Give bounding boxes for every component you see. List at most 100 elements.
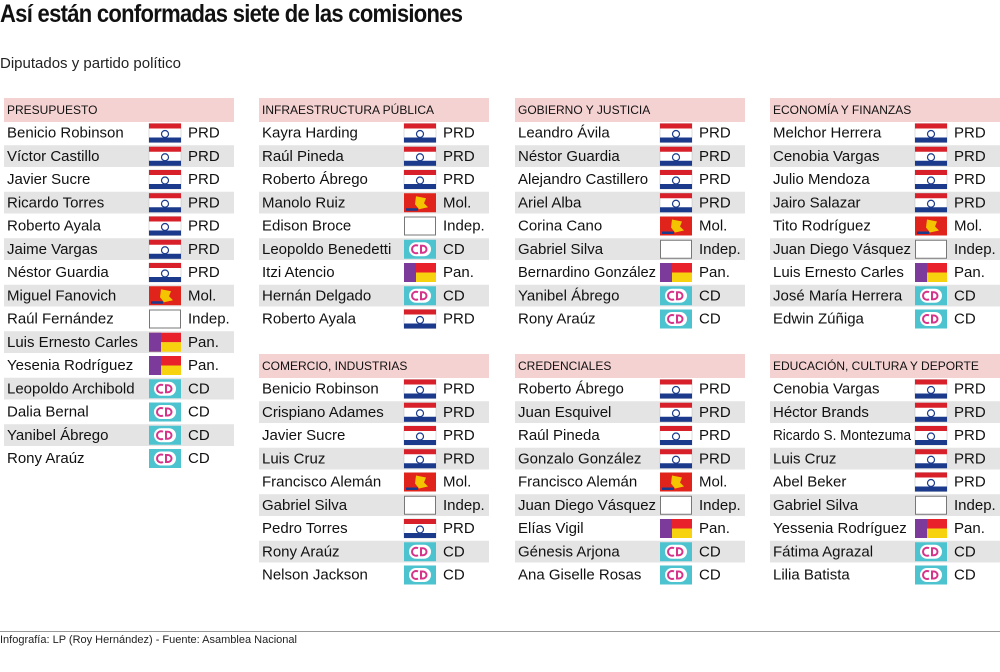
party-flag xyxy=(404,193,436,213)
party: PRD xyxy=(443,450,475,467)
party-flag xyxy=(659,402,693,422)
flag-part xyxy=(149,184,181,189)
committee-header-bg xyxy=(259,354,489,378)
party-flag xyxy=(403,146,437,166)
member-name: Francisco Alemán xyxy=(262,474,381,491)
member-name: Yanibel Ábrego xyxy=(518,287,619,304)
member-name: Ricardo S. Montezuma xyxy=(773,427,912,444)
party: PRD xyxy=(954,474,986,491)
party-flag xyxy=(149,402,181,422)
flag-part xyxy=(922,314,939,324)
party: PRD xyxy=(188,218,220,235)
member-name: Ricardo Torres xyxy=(7,194,104,211)
party-flag xyxy=(404,216,436,236)
party-flag xyxy=(915,239,947,259)
member-name: Kayra Harding xyxy=(262,125,358,142)
flag-part xyxy=(406,208,418,211)
flag-part xyxy=(149,160,181,166)
party: PRD xyxy=(954,171,986,188)
party-flag xyxy=(914,123,948,143)
member-name: Cenobia Vargas xyxy=(773,381,879,398)
party-flag xyxy=(148,239,182,259)
flag-part xyxy=(660,170,692,175)
flag-part xyxy=(160,153,170,162)
party-flag xyxy=(915,286,947,306)
flag-part xyxy=(415,455,425,464)
member-name: Héctor Brands xyxy=(773,404,869,421)
flag-part xyxy=(662,231,674,234)
party-flag xyxy=(914,402,948,422)
party-flag xyxy=(660,286,692,306)
member-name: Néstor Guardia xyxy=(518,148,620,165)
flag-part xyxy=(915,402,947,408)
flag-part xyxy=(926,199,936,208)
flag-part xyxy=(922,546,939,557)
party-flag xyxy=(403,518,437,539)
tables: PRESUPUESTO Benicio Robinson PRD Víctor Cas… xyxy=(4,98,1000,586)
party: CD xyxy=(699,287,721,304)
party-flag xyxy=(404,542,436,562)
party: Indep. xyxy=(954,241,996,258)
party: Indep. xyxy=(699,241,741,258)
flag-part xyxy=(404,426,436,431)
flag-part xyxy=(671,455,681,464)
flag-part xyxy=(149,356,181,366)
flag-part xyxy=(915,137,947,143)
member-name: José María Herrera xyxy=(773,287,903,304)
party: Indep. xyxy=(443,497,485,514)
flag-part xyxy=(149,239,181,245)
flag-part xyxy=(671,199,681,208)
party: CD xyxy=(954,543,976,560)
member-name: Raúl Fernández xyxy=(7,311,114,328)
flag-part xyxy=(404,379,436,385)
flag-part xyxy=(660,184,692,189)
party: PRD xyxy=(188,125,220,142)
party: CD xyxy=(443,241,465,258)
flag-part xyxy=(415,475,428,489)
flag-part xyxy=(660,193,692,199)
flag-part xyxy=(404,272,436,282)
member-name: Yessenia Rodríguez xyxy=(773,520,907,537)
flag-part xyxy=(149,263,181,268)
flag-part xyxy=(149,146,181,152)
member-name: Roberto Ábrego xyxy=(518,381,624,398)
member-name: Melchor Herrera xyxy=(773,125,882,142)
party-flag xyxy=(149,425,181,445)
party: PRD xyxy=(954,194,986,211)
party-flag xyxy=(660,565,692,585)
party-flag xyxy=(914,379,948,399)
committee-name: PRESUPUESTO xyxy=(7,103,97,117)
flag-part xyxy=(149,342,181,352)
party: CD xyxy=(954,567,976,584)
party-flag xyxy=(914,193,948,213)
party: PRD xyxy=(699,404,731,421)
committee-header-bg xyxy=(515,98,745,122)
footer-rule xyxy=(0,631,1000,632)
flag-part xyxy=(660,207,692,213)
party-flag xyxy=(659,169,693,190)
committee-header-bg xyxy=(770,354,1000,378)
flag-part xyxy=(404,449,436,455)
flag-part xyxy=(915,160,947,166)
party-flag xyxy=(403,169,437,190)
party-flag xyxy=(915,565,947,585)
party-flag xyxy=(659,449,693,469)
flag-part xyxy=(415,176,425,185)
party-flag xyxy=(149,309,181,329)
member-name: Ariel Alba xyxy=(518,194,582,211)
flag-part xyxy=(915,486,947,492)
flag-part xyxy=(149,230,181,236)
flag-part xyxy=(149,332,161,352)
party-flag xyxy=(148,262,182,283)
flag-part xyxy=(915,272,947,282)
member-name: Roberto Ábrego xyxy=(262,171,368,188)
member-name: Javier Sucre xyxy=(262,427,345,444)
party: Pan. xyxy=(443,264,474,281)
party: PRD xyxy=(699,148,731,165)
party-flag xyxy=(404,263,436,282)
member-name: Alejandro Castillero xyxy=(518,171,648,188)
footer: Infografía: LP (Roy Hernández) - Fuente:… xyxy=(0,634,297,646)
flag-part xyxy=(915,263,947,273)
flag-part xyxy=(160,129,170,139)
party: PRD xyxy=(699,125,731,142)
